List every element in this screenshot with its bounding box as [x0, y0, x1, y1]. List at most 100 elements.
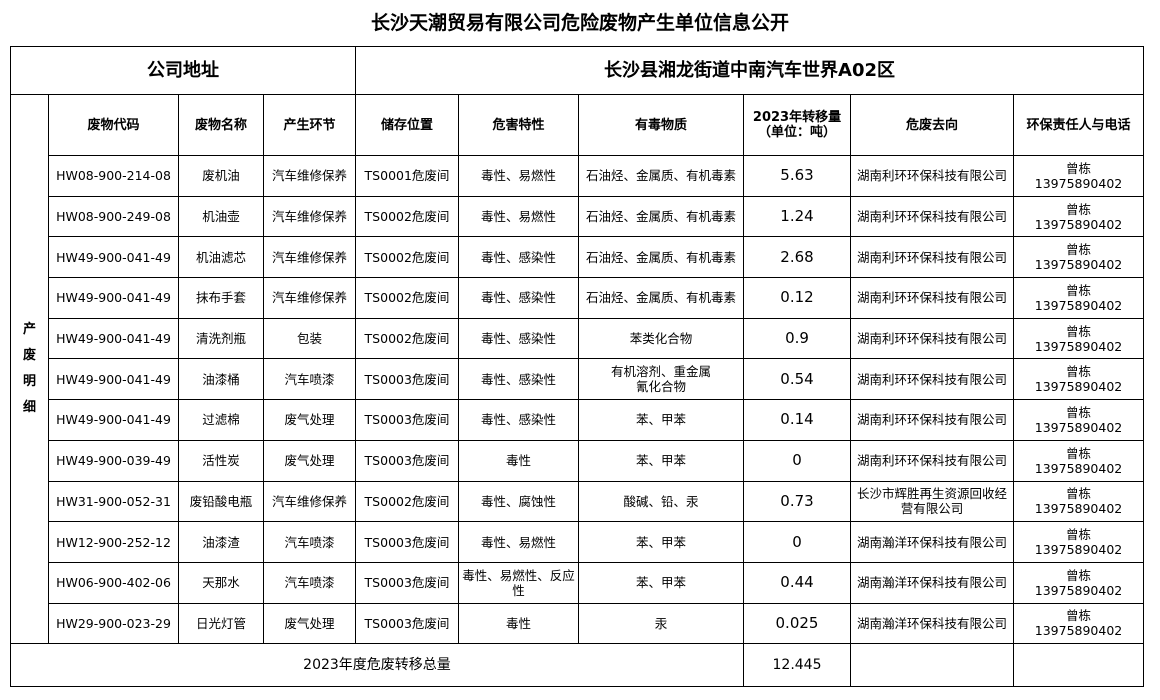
cell-toxic-substance: 苯、甲苯 — [578, 399, 744, 441]
cell-waste-code: HW12-900-252-12 — [48, 521, 179, 563]
total-value: 12.445 — [743, 643, 851, 688]
cell-waste-code: HW49-900-039-49 — [48, 439, 179, 482]
cell-disposal-destination: 湖南瀚洋环保科技有限公司 — [850, 602, 1014, 645]
cell-disposal-destination: 湖南瀚洋环保科技有限公司 — [850, 561, 1014, 604]
header-waste-name: 废物名称 — [178, 94, 264, 156]
cell-disposal-destination: 湖南利环环保科技有限公司 — [850, 358, 1014, 401]
cell-storage-location: TS0003危废间 — [355, 521, 459, 563]
side-label-cell: 产废明细 — [10, 93, 49, 645]
total-empty-cell — [850, 643, 1014, 688]
cell-responsible-person: 曾栋 13975890402 — [1012, 277, 1145, 319]
cell-responsible-person: 曾栋 13975890402 — [1012, 358, 1145, 401]
cell-waste-name: 清洗剂瓶 — [178, 317, 264, 360]
table-row: HW49-900-041-49 清洗剂瓶 包装 TS0002危废间 毒性、感染性 苯类化合… — [11, 317, 1145, 360]
total-label: 2023年度危废转移总量 — [10, 643, 744, 688]
cell-disposal-destination: 湖南瀚洋环保科技有限公司 — [850, 521, 1014, 563]
cell-generation-stage: 包装 — [263, 317, 356, 360]
cell-generation-stage: 废气处理 — [263, 399, 356, 441]
cell-storage-location: TS0003危废间 — [355, 439, 459, 482]
cell-hazard-property: 毒性、腐蚀性 — [458, 480, 579, 523]
cell-waste-code: HW49-900-041-49 — [48, 277, 179, 319]
cell-toxic-substance: 石油烃、金属质、有机毒素 — [578, 155, 744, 197]
cell-transfer-amount: 0.14 — [743, 399, 851, 441]
cell-waste-code: HW29-900-023-29 — [48, 602, 179, 645]
cell-disposal-destination: 湖南利环环保科技有限公司 — [850, 155, 1014, 197]
cell-waste-name: 废机油 — [178, 155, 264, 197]
cell-responsible-person: 曾栋 13975890402 — [1012, 602, 1145, 645]
cell-storage-location: TS0002危废间 — [355, 236, 459, 279]
cell-transfer-amount: 0.54 — [743, 358, 851, 401]
cell-waste-code: HW08-900-249-08 — [48, 195, 179, 238]
table-row: HW06-900-402-06 天那水 汽车喷漆 TS0003危废间 毒性、易燃性、反应… — [11, 561, 1145, 604]
cell-disposal-destination: 湖南利环环保科技有限公司 — [850, 236, 1014, 279]
cell-responsible-person: 曾栋 13975890402 — [1012, 561, 1145, 604]
cell-responsible-person: 曾栋 13975890402 — [1012, 439, 1145, 482]
cell-responsible-person: 曾栋 13975890402 — [1012, 399, 1145, 441]
address-label: 公司地址 — [10, 46, 356, 95]
cell-responsible-person: 曾栋 13975890402 — [1012, 521, 1145, 563]
cell-generation-stage: 废气处理 — [263, 602, 356, 645]
cell-transfer-amount: 0.12 — [743, 277, 851, 319]
cell-transfer-amount: 0.9 — [743, 317, 851, 360]
cell-waste-name: 机油壶 — [178, 195, 264, 238]
cell-disposal-destination: 湖南利环环保科技有限公司 — [850, 439, 1014, 482]
cell-waste-code: HW06-900-402-06 — [48, 561, 179, 604]
header-generation-stage: 产生环节 — [263, 94, 356, 156]
cell-transfer-amount: 0.44 — [743, 561, 851, 604]
cell-generation-stage: 汽车喷漆 — [263, 561, 356, 604]
side-label: 产废明细 — [22, 322, 36, 416]
header-hazard-property: 危害特性 — [458, 94, 579, 156]
cell-waste-name: 活性炭 — [178, 439, 264, 482]
cell-transfer-amount: 0 — [743, 439, 851, 482]
cell-transfer-amount: 0.73 — [743, 480, 851, 523]
cell-hazard-property: 毒性、感染性 — [458, 236, 579, 279]
cell-hazard-property: 毒性、感染性 — [458, 399, 579, 441]
table-row: HW29-900-023-29 日光灯管 废气处理 TS0003危废间 毒性汞 0.025… — [11, 602, 1145, 645]
table-row: HW08-900-214-08 废机油 汽车维修保养 TS0001危废间 毒性、易燃性石… — [11, 155, 1145, 197]
cell-storage-location: TS0002危废间 — [355, 317, 459, 360]
cell-disposal-destination: 湖南利环环保科技有限公司 — [850, 195, 1014, 238]
cell-generation-stage: 汽车维修保养 — [263, 480, 356, 523]
cell-responsible-person: 曾栋 13975890402 — [1012, 480, 1145, 523]
cell-hazard-property: 毒性、易燃性 — [458, 195, 579, 238]
header-waste-code: 废物代码 — [48, 94, 179, 156]
cell-toxic-substance: 苯、甲苯 — [578, 521, 744, 563]
cell-hazard-property: 毒性、易燃性 — [458, 521, 579, 563]
cell-toxic-substance: 酸碱、铅、汞 — [578, 480, 744, 523]
header-disposal-destination: 危废去向 — [850, 94, 1014, 156]
table-row: HW08-900-249-08 机油壶 汽车维修保养 TS0002危废间 毒性、易燃性石… — [11, 195, 1145, 238]
cell-transfer-amount: 1.24 — [743, 195, 851, 238]
cell-waste-name: 抹布手套 — [178, 277, 264, 319]
cell-responsible-person: 曾栋 13975890402 — [1012, 155, 1145, 197]
cell-responsible-person: 曾栋 13975890402 — [1012, 317, 1145, 360]
cell-toxic-substance: 石油烃、金属质、有机毒素 — [578, 236, 744, 279]
cell-storage-location: TS0001危废间 — [355, 155, 459, 197]
cell-transfer-amount: 0 — [743, 521, 851, 563]
table-row: HW49-900-041-49 抹布手套 汽车维修保养 TS0002危废间 毒性、感染性… — [11, 277, 1145, 319]
cell-waste-name: 日光灯管 — [178, 602, 264, 645]
address-value: 长沙县湘龙街道中南汽车世界A02区 — [354, 46, 1145, 95]
table-row: HW31-900-052-31 废铅酸电瓶 汽车维修保养 TS0002危废间 毒性、腐蚀… — [11, 480, 1145, 523]
cell-generation-stage: 汽车维修保养 — [263, 195, 356, 238]
address-row: 公司地址 长沙县湘龙街道中南汽车世界A02区 — [10, 46, 1145, 95]
cell-toxic-substance: 汞 — [578, 602, 744, 645]
cell-waste-name: 废铅酸电瓶 — [178, 480, 264, 523]
cell-waste-code: HW49-900-041-49 — [48, 236, 179, 279]
cell-disposal-destination: 湖南利环环保科技有限公司 — [850, 277, 1014, 319]
cell-toxic-substance: 石油烃、金属质、有机毒素 — [578, 195, 744, 238]
cell-hazard-property: 毒性 — [458, 439, 579, 482]
cell-waste-code: HW49-900-041-49 — [48, 317, 179, 360]
cell-hazard-property: 毒性 — [458, 602, 579, 645]
header-storage-location: 储存位置 — [355, 94, 459, 156]
cell-toxic-substance: 苯类化合物 — [578, 317, 744, 360]
cell-toxic-substance: 苯、甲苯 — [578, 439, 744, 482]
cell-generation-stage: 汽车喷漆 — [263, 358, 356, 401]
cell-waste-code: HW08-900-214-08 — [48, 155, 179, 197]
cell-disposal-destination: 长沙市辉胜再生资源回收经营有限公司 — [850, 480, 1014, 523]
cell-toxic-substance: 有机溶剂、重金属 氰化合物 — [578, 358, 744, 401]
waste-info-table: 公司地址 长沙县湘龙街道中南汽车世界A02区 产废明细 废物代码 废物名称 产生环节… — [10, 46, 1145, 688]
cell-transfer-amount: 0.025 — [743, 602, 851, 645]
cell-transfer-amount: 5.63 — [743, 155, 851, 197]
total-empty-cell — [1012, 643, 1145, 688]
column-header-row: 产废明细 废物代码 废物名称 产生环节 储存位置 危害特性 有毒物质 2023年转移量 （单位… — [10, 93, 1145, 645]
